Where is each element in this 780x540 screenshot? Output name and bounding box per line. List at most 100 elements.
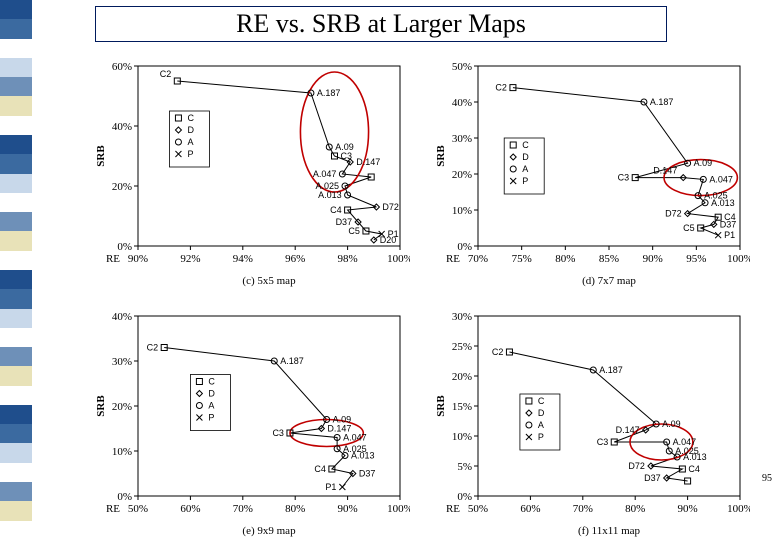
svg-text:A.013: A.013: [711, 198, 735, 208]
svg-text:40%: 40%: [112, 121, 132, 133]
svg-text:SRB: SRB: [435, 145, 447, 167]
svg-text:25%: 25%: [452, 341, 472, 353]
svg-text:A.09: A.09: [662, 419, 681, 429]
svg-text:95%: 95%: [686, 253, 706, 265]
svg-text:100%: 100%: [387, 503, 410, 515]
svg-text:D.147: D.147: [616, 425, 640, 435]
svg-text:60%: 60%: [520, 503, 540, 515]
svg-text:P: P: [187, 149, 193, 159]
svg-text:90%: 90%: [338, 503, 358, 515]
svg-text:(e) 9x9 map: (e) 9x9 map: [242, 525, 296, 537]
panel-f: 0%5%10%15%20%25%30%50%60%70%80%90%100%SR…: [430, 308, 750, 538]
svg-text:D: D: [187, 125, 194, 135]
svg-text:D.147: D.147: [356, 157, 380, 167]
svg-text:40%: 40%: [452, 97, 472, 109]
svg-text:A: A: [522, 164, 528, 174]
svg-text:15%: 15%: [452, 401, 472, 413]
svg-text:70%: 70%: [233, 503, 253, 515]
svg-text:RE: RE: [106, 253, 120, 265]
svg-text:0%: 0%: [457, 491, 472, 503]
svg-text:D37: D37: [644, 473, 661, 483]
svg-text:(d) 7x7 map: (d) 7x7 map: [582, 275, 636, 287]
svg-text:90%: 90%: [678, 503, 698, 515]
svg-text:D: D: [538, 408, 545, 418]
svg-text:70%: 70%: [468, 253, 488, 265]
svg-text:P: P: [538, 432, 544, 442]
svg-text:P1: P1: [724, 230, 735, 240]
svg-text:100%: 100%: [387, 253, 410, 265]
decorative-sidebar: [0, 0, 32, 540]
svg-text:C: C: [187, 113, 194, 123]
svg-text:92%: 92%: [180, 253, 200, 265]
panel-d: 0%10%20%30%40%50%70%75%80%85%90%95%100%S…: [430, 58, 750, 288]
panel-e: 0% 10% 20% 30% 40% 50% 60% 70% 80% 90% 100% SRB RE C2…: [90, 308, 410, 538]
svg-text:70%: 70%: [573, 503, 593, 515]
svg-text:A.187: A.187: [280, 356, 304, 366]
svg-text:96%: 96%: [285, 253, 305, 265]
svg-text:40%: 40%: [112, 311, 132, 323]
svg-text:A.047: A.047: [313, 169, 337, 179]
svg-text:C5: C5: [683, 223, 695, 233]
svg-text:50%: 50%: [128, 503, 148, 515]
svg-text:5%: 5%: [457, 461, 472, 473]
svg-text:A.187: A.187: [317, 88, 341, 98]
svg-text:SRB: SRB: [435, 395, 447, 417]
svg-text:100%: 100%: [727, 503, 750, 515]
svg-text:60%: 60%: [112, 61, 132, 73]
svg-text:60%: 60%: [180, 503, 200, 515]
panel-c: 0%20%40%60%90%92%94%96%98%100%SRBREC2A.1…: [90, 58, 410, 288]
chart-panels: 0%20%40%60%90%92%94%96%98%100%SRBREC2A.1…: [90, 58, 770, 538]
svg-text:50%: 50%: [452, 61, 472, 73]
svg-text:10%: 10%: [112, 446, 132, 458]
svg-text:30%: 30%: [452, 311, 472, 323]
page-title: RE vs. SRB at Larger Maps: [95, 6, 667, 42]
svg-text:75%: 75%: [512, 253, 532, 265]
svg-text:C4: C4: [688, 464, 700, 474]
svg-text:A.013: A.013: [683, 452, 707, 462]
svg-text:A.187: A.187: [599, 365, 623, 375]
svg-text:C2: C2: [495, 83, 507, 93]
svg-text:C2: C2: [492, 347, 504, 357]
svg-text:A: A: [187, 137, 193, 147]
svg-text:RE: RE: [446, 253, 460, 265]
svg-text:D37: D37: [720, 219, 737, 229]
svg-text:0%: 0%: [457, 241, 472, 253]
svg-text:(f) 11x11 map: (f) 11x11 map: [578, 525, 641, 537]
svg-text:50%: 50%: [468, 503, 488, 515]
svg-text:C5: C5: [348, 226, 360, 236]
svg-text:C: C: [208, 377, 215, 387]
svg-text:C2: C2: [147, 343, 159, 353]
svg-text:30%: 30%: [112, 356, 132, 368]
svg-text:C3: C3: [597, 437, 609, 447]
svg-text:100%: 100%: [727, 253, 750, 265]
svg-text:RE: RE: [446, 503, 460, 515]
svg-text:C4: C4: [330, 205, 342, 215]
svg-text:20%: 20%: [112, 401, 132, 413]
svg-text:0%: 0%: [117, 241, 132, 253]
svg-text:D72: D72: [382, 202, 399, 212]
svg-text:A: A: [208, 401, 214, 411]
svg-text:SRB: SRB: [95, 145, 107, 167]
svg-text:P: P: [522, 176, 528, 186]
svg-text:30%: 30%: [452, 133, 472, 145]
svg-text:10%: 10%: [452, 205, 472, 217]
svg-text:80%: 80%: [625, 503, 645, 515]
svg-text:D: D: [208, 389, 215, 399]
svg-text:D72: D72: [665, 209, 682, 219]
svg-text:RE: RE: [106, 503, 120, 515]
svg-text:A.187: A.187: [650, 97, 674, 107]
svg-text:0%: 0%: [117, 491, 132, 503]
svg-text:SRB: SRB: [95, 395, 107, 417]
svg-text:C: C: [522, 140, 529, 150]
svg-text:80%: 80%: [285, 503, 305, 515]
svg-text:90%: 90%: [643, 253, 663, 265]
svg-text:D: D: [522, 152, 529, 162]
svg-text:90%: 90%: [128, 253, 148, 265]
svg-text:C3: C3: [272, 428, 284, 438]
svg-text:P: P: [208, 413, 214, 423]
svg-text:D20: D20: [380, 235, 397, 245]
svg-text:D72: D72: [628, 461, 645, 471]
svg-text:(c) 5x5 map: (c) 5x5 map: [242, 275, 296, 287]
svg-text:A.047: A.047: [343, 433, 367, 443]
svg-text:D37: D37: [359, 469, 376, 479]
